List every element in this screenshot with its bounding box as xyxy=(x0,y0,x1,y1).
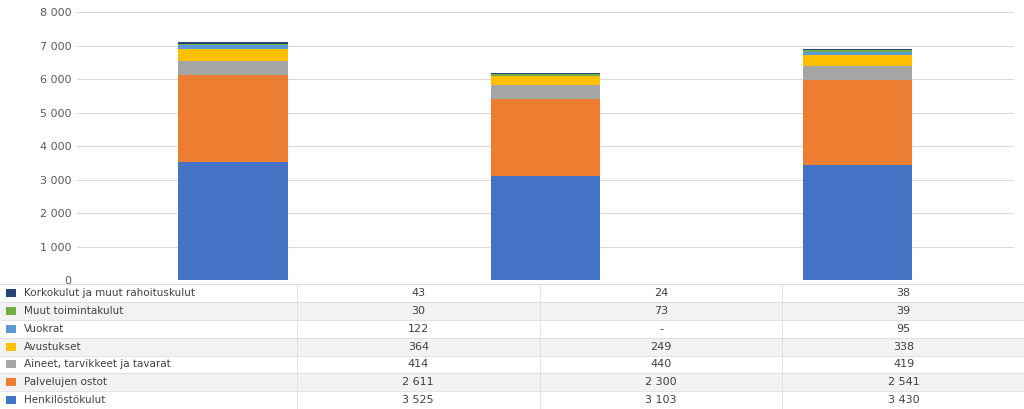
Bar xyxy=(490,76,600,85)
Text: 3 103: 3 103 xyxy=(645,395,677,405)
Bar xyxy=(6,378,16,386)
Bar xyxy=(803,165,912,280)
Text: 24: 24 xyxy=(654,288,668,298)
Text: -: - xyxy=(659,324,663,334)
Bar xyxy=(803,49,912,50)
Bar xyxy=(297,391,540,409)
Text: 30: 30 xyxy=(412,306,425,316)
Bar xyxy=(297,355,540,373)
Text: 2 541: 2 541 xyxy=(888,377,920,387)
Bar xyxy=(178,75,288,162)
Text: 38: 38 xyxy=(897,288,910,298)
Text: 419: 419 xyxy=(893,360,914,369)
Text: 95: 95 xyxy=(897,324,910,334)
Bar xyxy=(178,42,288,43)
Text: 249: 249 xyxy=(650,342,672,352)
Bar xyxy=(803,55,912,66)
Bar xyxy=(540,302,782,320)
Text: Muut toimintakulut: Muut toimintakulut xyxy=(24,306,123,316)
Bar xyxy=(6,325,16,333)
Bar xyxy=(490,176,600,280)
Text: 3 525: 3 525 xyxy=(402,395,434,405)
Bar xyxy=(782,338,1024,355)
Text: 39: 39 xyxy=(897,306,910,316)
Text: Palvelujen ostot: Palvelujen ostot xyxy=(24,377,106,387)
Bar xyxy=(297,302,540,320)
Bar xyxy=(178,162,288,280)
Bar xyxy=(782,355,1024,373)
Bar xyxy=(178,43,288,45)
Text: 73: 73 xyxy=(654,306,668,316)
Bar xyxy=(782,373,1024,391)
Text: 3 430: 3 430 xyxy=(888,395,920,405)
Text: Korkokulut ja muut rahoituskulut: Korkokulut ja muut rahoituskulut xyxy=(24,288,195,298)
Text: 2 611: 2 611 xyxy=(402,377,434,387)
Text: 364: 364 xyxy=(408,342,429,352)
Bar xyxy=(540,320,782,338)
Bar xyxy=(803,50,912,52)
Bar xyxy=(297,320,540,338)
Bar xyxy=(782,320,1024,338)
Text: 122: 122 xyxy=(408,324,429,334)
Text: Avustukset: Avustukset xyxy=(24,342,81,352)
Bar xyxy=(803,80,912,165)
Bar xyxy=(490,74,600,76)
Bar xyxy=(0,302,297,320)
Bar xyxy=(297,338,540,355)
Bar xyxy=(0,355,297,373)
Bar xyxy=(178,61,288,75)
Bar xyxy=(6,289,16,297)
Bar xyxy=(540,338,782,355)
Bar xyxy=(490,99,600,176)
Bar xyxy=(540,284,782,302)
Text: 2 300: 2 300 xyxy=(645,377,677,387)
Bar xyxy=(0,373,297,391)
Bar xyxy=(803,66,912,80)
Text: Henkilöstökulut: Henkilöstökulut xyxy=(24,395,104,405)
Bar xyxy=(782,284,1024,302)
Text: Vuokrat: Vuokrat xyxy=(24,324,63,334)
Bar xyxy=(0,391,297,409)
Bar xyxy=(6,342,16,351)
Bar xyxy=(297,373,540,391)
Bar xyxy=(6,360,16,369)
Text: 338: 338 xyxy=(893,342,914,352)
Bar xyxy=(782,302,1024,320)
Bar xyxy=(540,373,782,391)
Bar xyxy=(6,307,16,315)
Bar xyxy=(297,284,540,302)
Bar xyxy=(0,284,297,302)
Bar xyxy=(178,49,288,61)
Bar xyxy=(540,391,782,409)
Bar xyxy=(490,85,600,99)
Bar xyxy=(0,320,297,338)
Bar xyxy=(490,73,600,74)
Bar xyxy=(0,338,297,355)
Text: 414: 414 xyxy=(408,360,429,369)
Text: 440: 440 xyxy=(650,360,672,369)
Bar xyxy=(6,396,16,404)
Bar xyxy=(782,391,1024,409)
Bar xyxy=(803,52,912,55)
Text: 43: 43 xyxy=(412,288,425,298)
Text: Aineet, tarvikkeet ja tavarat: Aineet, tarvikkeet ja tavarat xyxy=(24,360,170,369)
Bar xyxy=(178,45,288,49)
Bar xyxy=(540,355,782,373)
